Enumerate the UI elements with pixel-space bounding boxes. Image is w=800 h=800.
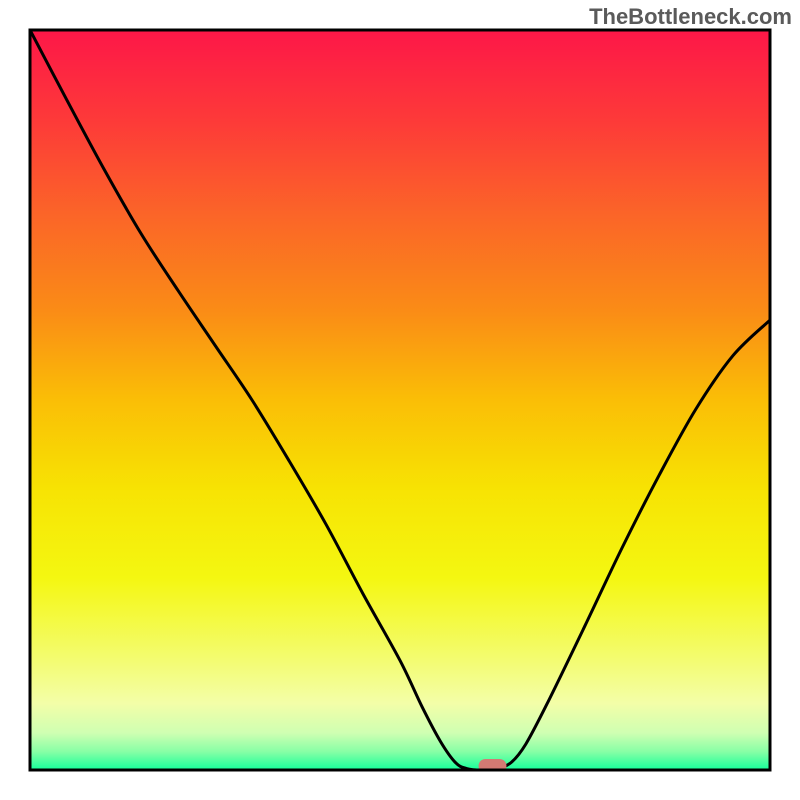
watermark-text: TheBottleneck.com xyxy=(589,4,792,30)
bottleneck-curve-plot xyxy=(0,0,800,800)
chart-root: TheBottleneck.com xyxy=(0,0,800,800)
